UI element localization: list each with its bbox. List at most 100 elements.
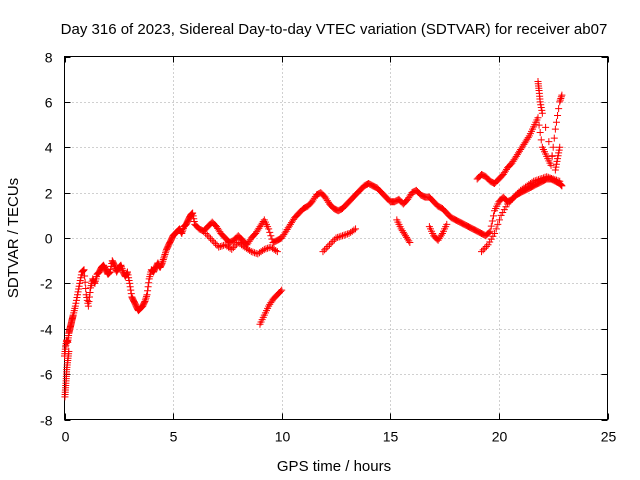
data-point <box>513 190 521 198</box>
data-point <box>75 285 83 293</box>
data-point <box>189 212 197 220</box>
data-point <box>158 259 166 267</box>
data-point <box>259 246 267 254</box>
data-point <box>205 233 213 241</box>
data-point <box>537 104 545 112</box>
data-point <box>497 211 505 219</box>
data-point <box>337 232 345 240</box>
data-point <box>159 256 167 264</box>
data-point <box>482 243 490 251</box>
data-point <box>551 176 559 184</box>
data-point <box>265 244 273 252</box>
data-point <box>536 129 544 137</box>
data-point <box>537 136 545 144</box>
data-point <box>178 229 186 237</box>
data-point <box>188 210 196 218</box>
data-point <box>144 283 152 291</box>
series-island-15-16 <box>393 216 414 247</box>
data-point <box>557 93 565 101</box>
data-point <box>551 166 559 174</box>
data-point <box>95 269 103 277</box>
data-point <box>489 212 497 220</box>
data-point <box>512 191 520 199</box>
data-point <box>339 232 347 240</box>
x-tick-label: 5 <box>170 429 178 445</box>
data-point <box>524 134 532 142</box>
data-point <box>554 111 562 119</box>
data-point <box>126 283 134 291</box>
data-point <box>486 227 494 235</box>
y-tick-label: 6 <box>45 95 53 111</box>
data-point <box>246 246 254 254</box>
data-point <box>555 105 563 113</box>
data-point <box>443 220 451 228</box>
data-point <box>211 240 219 248</box>
data-point <box>556 143 564 151</box>
data-point <box>215 243 223 251</box>
data-point <box>161 250 169 258</box>
data-point <box>538 109 546 117</box>
data-point <box>536 175 544 183</box>
data-point <box>80 266 88 274</box>
data-point <box>158 260 166 268</box>
data-point <box>546 174 554 182</box>
data-point <box>481 244 489 252</box>
data-point <box>140 299 148 307</box>
data-point <box>75 282 83 290</box>
y-tick-label: 4 <box>45 140 53 156</box>
data-point <box>548 174 556 182</box>
data-point <box>118 263 126 271</box>
data-point <box>494 220 502 228</box>
data-point <box>479 246 487 254</box>
data-point <box>273 248 281 256</box>
data-point <box>555 146 563 154</box>
data-point <box>486 238 494 246</box>
data-point <box>505 198 513 206</box>
series-island-17 <box>425 220 451 244</box>
data-point <box>557 181 565 189</box>
data-point <box>143 291 151 299</box>
data-point <box>262 245 270 253</box>
series-late-lower <box>478 173 564 256</box>
data-point <box>208 236 216 244</box>
data-point <box>145 279 153 287</box>
data-point <box>535 176 543 184</box>
data-point <box>190 218 198 226</box>
data-point <box>510 193 518 201</box>
series-spikes <box>534 77 564 174</box>
data-point <box>491 229 499 237</box>
data-point <box>554 155 562 163</box>
data-point <box>80 266 88 274</box>
data-point <box>507 197 515 205</box>
data-point <box>278 286 286 294</box>
data-point <box>190 215 198 223</box>
x-tick-label: 0 <box>62 429 70 445</box>
data-point <box>485 228 493 236</box>
data-point <box>142 294 150 302</box>
data-point <box>82 284 90 292</box>
x-tick-label: 10 <box>275 429 291 445</box>
data-point <box>352 225 360 233</box>
y-tick-label: -8 <box>40 413 53 429</box>
data-point <box>107 265 115 273</box>
data-point <box>549 175 557 183</box>
data-point <box>249 248 257 256</box>
x-axis-label: GPS time / hours <box>277 458 391 475</box>
data-point <box>528 178 536 186</box>
data-point <box>266 228 274 236</box>
data-point <box>534 114 542 122</box>
data-point <box>556 177 564 185</box>
data-point <box>74 288 82 296</box>
data-point <box>90 278 98 286</box>
data-point <box>216 243 224 251</box>
data-point <box>76 277 84 285</box>
data-point <box>231 242 239 250</box>
data-point <box>489 232 497 240</box>
data-point <box>557 94 565 102</box>
series-main <box>61 175 566 360</box>
data-point <box>536 98 544 106</box>
data-point <box>74 291 82 299</box>
data-point <box>123 268 131 276</box>
y-tick-label: -2 <box>40 276 53 292</box>
